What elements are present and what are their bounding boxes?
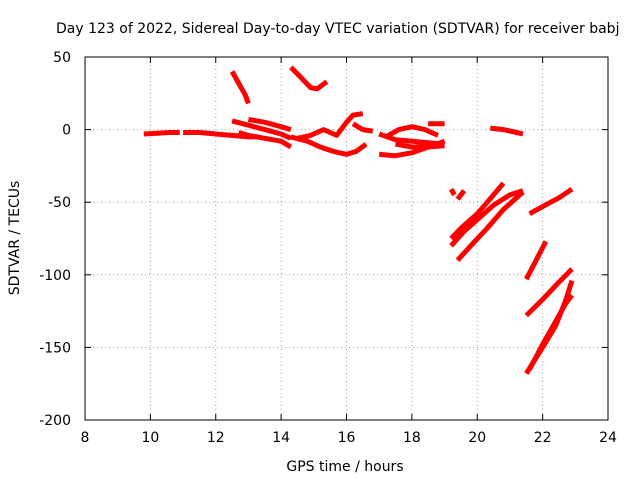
y-tick-label: 50	[53, 50, 71, 66]
x-tick-label: 22	[534, 430, 552, 446]
y-tick-label: -200	[39, 413, 71, 429]
y-tick-label: 0	[62, 123, 71, 139]
data-series-6	[247, 116, 292, 132]
x-tick-label: 20	[468, 430, 486, 446]
y-tick-label: -50	[48, 195, 71, 211]
x-tick-label: 14	[272, 430, 290, 446]
data-series-3	[229, 70, 251, 105]
x-tick-label: 12	[207, 430, 225, 446]
data-series-21	[490, 125, 524, 137]
data-series-22	[524, 240, 549, 281]
data-series-19	[449, 188, 524, 248]
data-series-18	[449, 181, 506, 241]
x-axis-label: GPS time / hours	[286, 459, 403, 475]
x-tick-label: 10	[141, 430, 159, 446]
data-series-17	[455, 189, 467, 201]
data-series-7	[289, 65, 329, 92]
y-tick-label: -100	[39, 268, 71, 284]
grid	[85, 57, 608, 420]
data-series-12	[378, 131, 445, 147]
data-series-23	[528, 187, 574, 216]
data-series-9	[296, 111, 364, 141]
chart-title: Day 123 of 2022, Sidereal Day-to-day VTE…	[56, 21, 619, 37]
x-tick-label: 8	[81, 430, 90, 446]
data-series-10	[351, 121, 374, 134]
data-series-26	[527, 293, 575, 371]
series-group	[143, 65, 575, 375]
y-tick-label: -150	[39, 340, 71, 356]
data-series-5	[237, 130, 293, 150]
data-series-24	[524, 267, 574, 318]
y-axis-label: SDTVAR / TECUs	[7, 181, 23, 296]
x-tick-label: 18	[403, 430, 421, 446]
data-series-1	[143, 130, 180, 137]
data-series-14	[395, 141, 445, 150]
data-series-13	[384, 124, 440, 140]
x-tick-label: 24	[599, 430, 617, 446]
ticks: 8 10 12 14 16 18 20 22 24 -200 -150 -100 -50 0 50	[39, 50, 617, 446]
x-tick-label: 16	[338, 430, 356, 446]
data-series-20	[455, 190, 525, 262]
data-series-8	[290, 134, 368, 157]
data-series-16	[448, 187, 457, 197]
data-series-4	[231, 118, 292, 141]
